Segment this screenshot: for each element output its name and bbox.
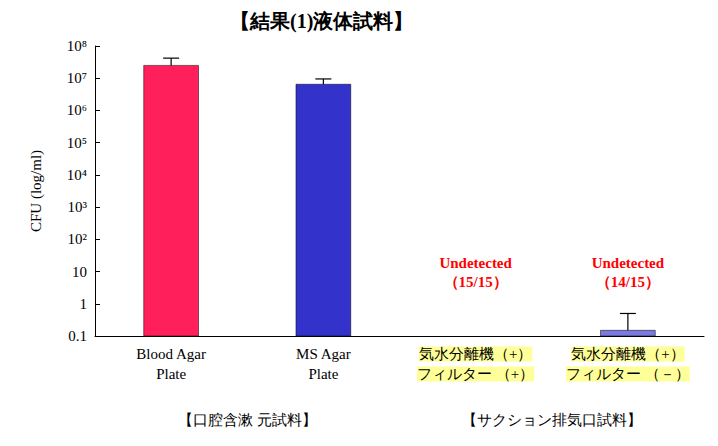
svg-text:Undetected: Undetected: [592, 255, 665, 271]
svg-text:フィルター （－）: フィルター （－）: [566, 366, 690, 382]
svg-text:CFU (log/ml): CFU (log/ml): [28, 150, 45, 232]
svg-text:MS Agar: MS Agar: [296, 346, 351, 362]
svg-text:10⁵: 10⁵: [67, 135, 87, 151]
svg-text:10⁷: 10⁷: [67, 70, 87, 86]
svg-text:Plate: Plate: [156, 366, 186, 382]
svg-text:10²: 10²: [68, 231, 88, 247]
svg-text:（15/15）: （15/15）: [444, 274, 508, 290]
svg-text:10⁸: 10⁸: [67, 38, 87, 54]
svg-text:10⁴: 10⁴: [67, 167, 87, 183]
svg-text:1: 1: [80, 296, 88, 312]
svg-text:【結果(1)液体試料】: 【結果(1)液体試料】: [230, 10, 413, 33]
svg-text:【口腔含漱 元試料】: 【口腔含漱 元試料】: [178, 412, 317, 428]
svg-text:Blood Agar: Blood Agar: [136, 346, 206, 362]
svg-text:【サクション排気口試料】: 【サクション排気口試料】: [462, 412, 642, 428]
svg-text:0.1: 0.1: [68, 328, 87, 344]
svg-text:10³: 10³: [68, 199, 88, 215]
svg-text:Plate: Plate: [308, 366, 338, 382]
svg-text:10⁶: 10⁶: [67, 102, 87, 118]
svg-text:気水分離機（+）: 気水分離機（+）: [419, 346, 532, 362]
svg-text:気水分離機（+）: 気水分離機（+）: [571, 346, 684, 362]
svg-text:（14/15）: （14/15）: [596, 274, 660, 290]
svg-text:Undetected: Undetected: [439, 255, 512, 271]
svg-text:10: 10: [72, 264, 87, 280]
svg-text:フィルター （+）: フィルター （+）: [417, 366, 534, 382]
